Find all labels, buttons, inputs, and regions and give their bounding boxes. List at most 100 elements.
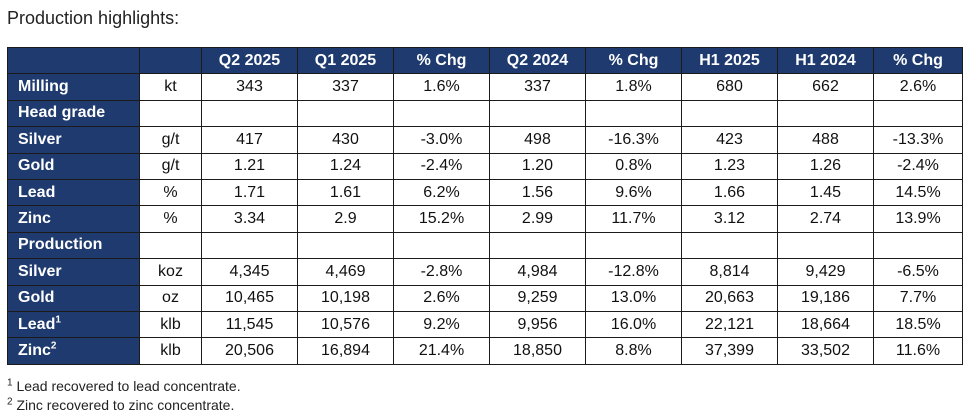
value-cell: 2.9 — [297, 205, 394, 233]
unit-cell: g/t — [139, 126, 202, 154]
table-row: Zinc2 klb 20,506 16,894 21.4% 18,850 8.8% 37,39… — [7, 337, 963, 365]
value-cell: 20,663 — [681, 284, 778, 312]
table-row: Production — [7, 231, 963, 260]
value-cell: 1.71 — [201, 178, 298, 207]
header-cell: H1 2025 — [681, 46, 778, 75]
value-cell: 2.74 — [777, 205, 874, 233]
value-cell: 337 — [297, 73, 394, 101]
unit-cell — [139, 99, 202, 128]
row-label: Gold — [7, 284, 140, 312]
value-cell: 10,198 — [297, 284, 394, 312]
value-cell: 1.23 — [681, 152, 778, 180]
value-cell: 20,506 — [201, 337, 298, 365]
value-cell: 6.2% — [393, 178, 490, 207]
header-cell — [139, 46, 202, 75]
header-cell: % Chg — [585, 46, 682, 75]
value-cell: 10,465 — [201, 284, 298, 312]
value-cell: 1.26 — [777, 152, 874, 180]
value-cell: 430 — [297, 126, 394, 154]
value-cell: 16,894 — [297, 337, 394, 365]
value-cell — [777, 231, 874, 260]
value-cell: 0.8% — [585, 152, 682, 180]
row-label: Silver — [7, 126, 140, 154]
value-cell: 498 — [489, 126, 586, 154]
value-cell: 37,399 — [681, 337, 778, 365]
value-cell: 8,814 — [681, 258, 778, 286]
footnote-text: Lead recovered to lead concentrate. — [16, 378, 241, 394]
value-cell: 662 — [777, 73, 874, 101]
value-cell: 8.8% — [585, 337, 682, 365]
value-cell: -16.3% — [585, 126, 682, 154]
value-cell — [585, 99, 682, 128]
value-cell: 13.9% — [873, 205, 963, 233]
row-label: Milling — [7, 73, 140, 101]
value-cell — [585, 231, 682, 260]
unit-cell: % — [139, 178, 202, 207]
value-cell: 14.5% — [873, 178, 963, 207]
value-cell — [873, 231, 963, 260]
value-cell: -2.4% — [393, 152, 490, 180]
value-cell — [201, 231, 298, 260]
footnote-mark: 1 — [7, 377, 13, 389]
page-title: Production highlights: — [7, 8, 180, 28]
value-cell: 15.2% — [393, 205, 490, 233]
value-cell: 488 — [777, 126, 874, 154]
row-label: Silver — [7, 258, 140, 286]
header-cell — [7, 46, 140, 75]
value-cell: 1.6% — [393, 73, 490, 101]
value-cell: 1.24 — [297, 152, 394, 180]
row-label: Lead1 — [7, 310, 140, 339]
value-cell — [393, 231, 490, 260]
value-cell: 343 — [201, 73, 298, 101]
value-cell — [777, 99, 874, 128]
header-cell: % Chg — [873, 46, 963, 75]
value-cell: 1.61 — [297, 178, 394, 207]
unit-cell — [139, 231, 202, 260]
table-row: Lead1 klb 11,545 10,576 9.2% 9,956 16.0% 22,121… — [7, 310, 963, 339]
unit-cell: kt — [139, 73, 202, 101]
value-cell: 1.21 — [201, 152, 298, 180]
value-cell — [297, 99, 394, 128]
value-cell: 11.6% — [873, 337, 963, 365]
unit-cell: klb — [139, 310, 202, 339]
header-cell: H1 2024 — [777, 46, 874, 75]
value-cell: 680 — [681, 73, 778, 101]
value-cell: -13.3% — [873, 126, 963, 154]
footnote: 2 Zinc recovered to zinc concentrate. — [7, 396, 241, 415]
unit-cell: klb — [139, 337, 202, 365]
value-cell: 3.34 — [201, 205, 298, 233]
value-cell — [297, 231, 394, 260]
footnote-mark: 2 — [50, 340, 57, 352]
value-cell: 4,984 — [489, 258, 586, 286]
value-cell: 3.12 — [681, 205, 778, 233]
header-cell: Q2 2024 — [489, 46, 586, 75]
footnotes: 1 Lead recovered to lead concentrate. 2 Z… — [7, 377, 241, 415]
header-cell: Q1 2025 — [297, 46, 394, 75]
table-row: Zinc% 3.34 2.9 15.2% 2.99 11.7% 3.12 2.74 13.9% — [7, 205, 963, 233]
header-cell: % Chg — [393, 46, 490, 75]
value-cell: 11,545 — [201, 310, 298, 339]
value-cell: 11.7% — [585, 205, 682, 233]
value-cell: 22,121 — [681, 310, 778, 339]
value-cell: 16.0% — [585, 310, 682, 339]
value-cell: 7.7% — [873, 284, 963, 312]
value-cell — [681, 231, 778, 260]
footnote-mark: 1 — [55, 314, 61, 326]
value-cell: 4,469 — [297, 258, 394, 286]
value-cell: 18.5% — [873, 310, 963, 339]
footnote-mark: 2 — [7, 396, 13, 408]
row-label: Head grade — [7, 99, 140, 128]
value-cell: 21.4% — [393, 337, 490, 365]
value-cell: 18,850 — [489, 337, 586, 365]
value-cell: 1.20 — [489, 152, 586, 180]
value-cell: 1.45 — [777, 178, 874, 207]
value-cell — [681, 99, 778, 128]
value-cell: 19,186 — [777, 284, 874, 312]
value-cell: -2.4% — [873, 152, 963, 180]
table-row: Gold g/t 1.21 1.24 -2.4% 1.20 0.8% 1.23 1.26 -2.4… — [7, 152, 963, 180]
table-row: Silver koz 4,345 4,469 -2.8% 4,984 -12.8% 8,814… — [7, 258, 963, 286]
value-cell: 33,502 — [777, 337, 874, 365]
table-row: Gold oz 10,465 10,198 2.6% 9,259 13.0% 20,663 19… — [7, 284, 963, 312]
table-row: Lead% 1.71 1.61 6.2% 1.56 9.6% 1.66 1.45 14.5% — [7, 178, 963, 207]
value-cell: 4,345 — [201, 258, 298, 286]
